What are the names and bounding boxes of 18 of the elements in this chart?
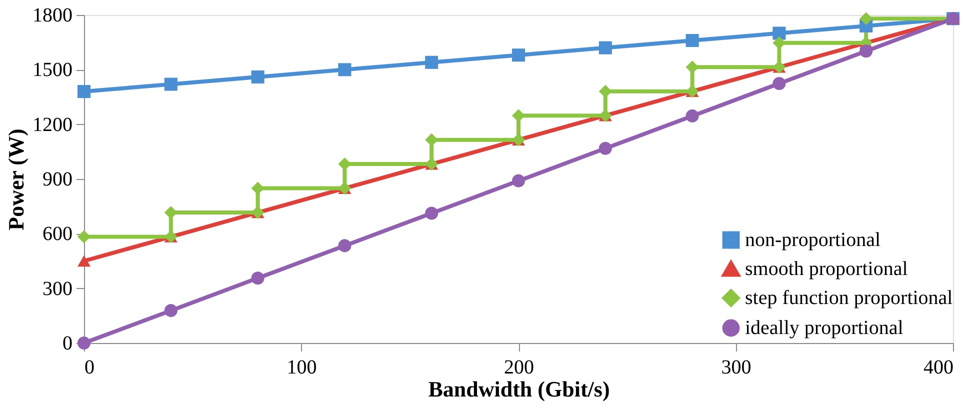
legend-label: smooth proportional — [745, 258, 908, 280]
y-tick-label: 1200 — [32, 114, 72, 136]
legend-label: non-proportional — [745, 229, 881, 251]
x-tick-label: 400 — [924, 356, 954, 378]
y-tick-label: 300 — [42, 278, 72, 300]
x-tick-label: 100 — [286, 356, 317, 378]
legend-label: step function proportional — [745, 287, 954, 309]
x-axis-title: Bandwidth (Gbit/s) — [428, 376, 610, 402]
y-axis-title: Power (W) — [4, 128, 28, 230]
x-tick-label: 200 — [504, 356, 534, 378]
y-tick-label: 1800 — [32, 4, 72, 26]
y-tick-label: 600 — [42, 223, 72, 246]
y-tick-label: 0 — [62, 332, 72, 354]
x-tick-label: 0 — [84, 356, 94, 378]
x-tick-label: 300 — [721, 356, 752, 378]
y-tick-label: 900 — [42, 168, 72, 190]
y-tick-label: 1500 — [32, 59, 72, 82]
legend-label: ideally proportional — [745, 317, 904, 339]
